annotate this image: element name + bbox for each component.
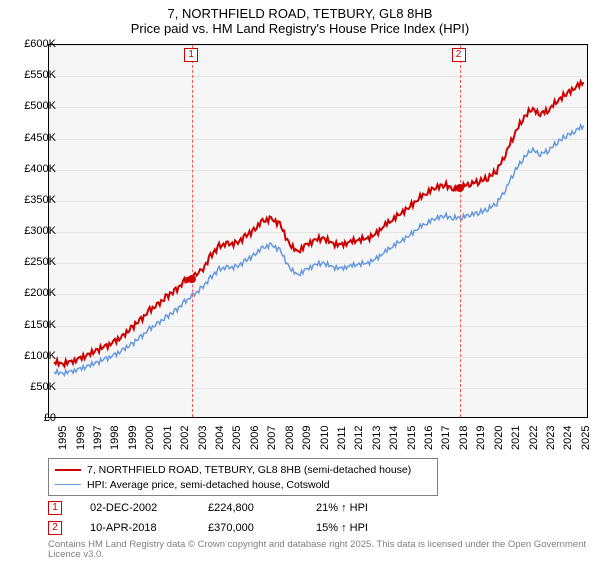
x-tick-label: 2013 <box>371 426 383 450</box>
annotation-table: 1 02-DEC-2002 £224,800 21% ↑ HPI 2 10-AP… <box>48 498 406 538</box>
marker-dot <box>456 184 464 192</box>
x-tick-label: 2024 <box>562 426 574 450</box>
x-tick-label: 2022 <box>528 426 540 450</box>
y-tick-label: £600K <box>12 38 56 50</box>
x-tick-label: 2003 <box>197 426 209 450</box>
annotation-date: 02-DEC-2002 <box>90 502 180 514</box>
annotation-pct: 15% ↑ HPI <box>316 522 406 534</box>
x-tick-label: 2019 <box>475 426 487 450</box>
chart-plot-area <box>48 44 588 418</box>
x-tick-label: 2012 <box>353 426 365 450</box>
annotation-marker-icon: 2 <box>48 521 62 535</box>
x-tick-label: 2018 <box>458 426 470 450</box>
chart-title: 7, NORTHFIELD ROAD, TETBURY, GL8 8HB Pri… <box>0 0 600 38</box>
annotation-pct: 21% ↑ HPI <box>316 502 406 514</box>
x-tick-label: 2011 <box>336 426 348 450</box>
x-tick-label: 2004 <box>214 426 226 450</box>
x-tick-label: 2009 <box>301 426 313 450</box>
annotation-row: 2 10-APR-2018 £370,000 15% ↑ HPI <box>48 518 406 538</box>
x-tick-label: 2008 <box>284 426 296 450</box>
x-tick-label: 2001 <box>162 426 174 450</box>
marker-label: 1 <box>184 48 198 62</box>
annotation-price: £370,000 <box>208 522 288 534</box>
y-tick-label: £0 <box>12 412 56 424</box>
x-tick-label: 2002 <box>179 426 191 450</box>
x-tick-label: 2021 <box>510 426 522 450</box>
annotation-date: 10-APR-2018 <box>90 522 180 534</box>
y-tick-label: £250K <box>12 256 56 268</box>
legend-label: HPI: Average price, semi-detached house,… <box>87 479 330 491</box>
legend-swatch <box>55 469 81 471</box>
x-tick-label: 1998 <box>109 426 121 450</box>
legend-label: 7, NORTHFIELD ROAD, TETBURY, GL8 8HB (se… <box>87 464 411 476</box>
y-tick-label: £100K <box>12 350 56 362</box>
x-tick-label: 2020 <box>493 426 505 450</box>
x-tick-label: 2005 <box>231 426 243 450</box>
y-tick-label: £150K <box>12 319 56 331</box>
x-tick-label: 1999 <box>127 426 139 450</box>
x-tick-label: 2016 <box>423 426 435 450</box>
x-tick-label: 2010 <box>319 426 331 450</box>
y-tick-label: £400K <box>12 163 56 175</box>
x-tick-label: 2000 <box>144 426 156 450</box>
chart-lines <box>49 45 587 417</box>
title-address: 7, NORTHFIELD ROAD, TETBURY, GL8 8HB <box>0 6 600 21</box>
x-tick-label: 2023 <box>545 426 557 450</box>
x-tick-label: 2017 <box>440 426 452 450</box>
legend-item: HPI: Average price, semi-detached house,… <box>55 477 431 492</box>
y-tick-label: £550K <box>12 69 56 81</box>
annotation-row: 1 02-DEC-2002 £224,800 21% ↑ HPI <box>48 498 406 518</box>
y-tick-label: £450K <box>12 132 56 144</box>
legend: 7, NORTHFIELD ROAD, TETBURY, GL8 8HB (se… <box>48 458 438 496</box>
copyright-text: Contains HM Land Registry data © Crown c… <box>48 540 588 561</box>
x-tick-label: 2025 <box>580 426 592 450</box>
y-tick-label: £200K <box>12 287 56 299</box>
series-line <box>54 125 583 375</box>
series-line <box>54 81 583 366</box>
y-tick-label: £350K <box>12 194 56 206</box>
legend-swatch <box>55 484 81 485</box>
x-tick-label: 1996 <box>75 426 87 450</box>
y-tick-label: £300K <box>12 225 56 237</box>
x-tick-label: 1997 <box>92 426 104 450</box>
annotation-price: £224,800 <box>208 502 288 514</box>
x-tick-label: 2014 <box>388 426 400 450</box>
annotation-marker-icon: 1 <box>48 501 62 515</box>
x-tick-label: 1995 <box>57 426 69 450</box>
x-tick-label: 2006 <box>249 426 261 450</box>
marker-dot <box>188 275 196 283</box>
title-subtitle: Price paid vs. HM Land Registry's House … <box>0 21 600 36</box>
y-tick-label: £50K <box>12 381 56 393</box>
x-tick-label: 2015 <box>406 426 418 450</box>
x-tick-label: 2007 <box>266 426 278 450</box>
y-tick-label: £500K <box>12 100 56 112</box>
legend-item: 7, NORTHFIELD ROAD, TETBURY, GL8 8HB (se… <box>55 462 431 477</box>
marker-label: 2 <box>452 48 466 62</box>
